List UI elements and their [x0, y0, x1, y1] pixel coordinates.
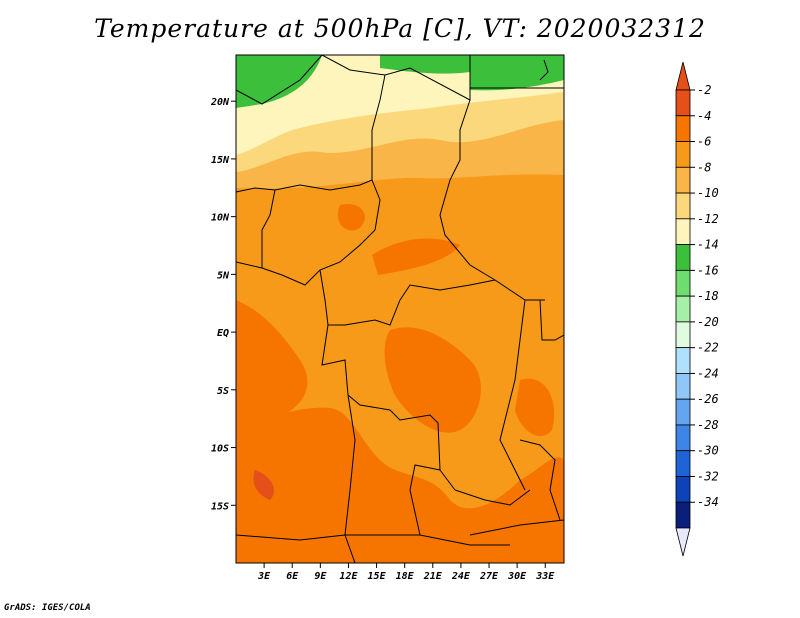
colorbar-label: -22	[697, 341, 719, 355]
colorbar-label: -2	[697, 83, 711, 97]
lat-tick-label: 5S	[217, 386, 229, 397]
colorbar-swatch	[675, 476, 691, 503]
map-title: Temperature at 500hPa [C], VT: 202003231…	[94, 14, 706, 43]
colorbar-label: -30	[697, 444, 719, 458]
lon-tick-label: 12E	[339, 571, 358, 582]
lon-tick-label: 9E	[314, 571, 327, 582]
colorbar-label: -8	[697, 160, 711, 174]
colorbar-swatch	[675, 218, 691, 245]
lon-tick-label: 15E	[368, 571, 387, 582]
lon-tick-label: 3E	[257, 571, 271, 582]
lat-tick-label: 15S	[211, 501, 229, 512]
colorbar-bottom-arrow	[675, 527, 691, 557]
colorbar-swatch	[675, 398, 691, 426]
colorbar-label: -34	[697, 495, 719, 509]
lat-tick-label: 15N	[211, 155, 230, 166]
lat-tick-label: 20N	[210, 97, 230, 108]
lon-tick-label: 30E	[507, 571, 527, 582]
colorbar-label: -24	[697, 366, 719, 380]
colorbar-top-arrow	[675, 61, 691, 91]
lon-tick-label: 24E	[451, 571, 471, 582]
colorbar-label: -10	[697, 186, 719, 200]
lon-tick-label: 21E	[423, 571, 443, 582]
colorbar-swatch	[675, 347, 691, 374]
axis-ticks: 20N 15N 10N 5N EQ 5S 10S 15S 3E 6E 9E 12E 15E 18E 21E 2…	[210, 97, 555, 582]
colorbar-label: -20	[697, 315, 719, 329]
colorbar-label: -18	[697, 289, 719, 303]
contour-band-minus-14	[236, 55, 322, 108]
colorbar-swatch	[675, 192, 691, 220]
colorbar-swatch	[675, 321, 691, 349]
map-frame	[235, 54, 565, 564]
colorbar-swatch	[675, 450, 691, 477]
lat-tick-label: 10S	[211, 444, 229, 455]
colorbar-label: -28	[697, 418, 719, 432]
colorbar-swatch	[675, 501, 691, 529]
colorbar-label: -14	[697, 238, 719, 252]
colorbar-swatch	[675, 295, 691, 323]
colorbar-label: -4	[697, 109, 711, 123]
colorbar-label: -6	[697, 135, 711, 149]
colorbar-swatch	[675, 373, 691, 400]
lat-tick-label: EQ	[217, 328, 229, 339]
temperature-field	[236, 55, 564, 563]
colorbar-label: -12	[697, 212, 719, 226]
lon-tick-label: 6E	[286, 571, 299, 582]
contour-band-minus-4-south	[236, 407, 564, 563]
colorbar-swatch	[675, 141, 691, 168]
colorbar-swatch	[675, 244, 691, 271]
political-borders	[236, 55, 564, 563]
colorbar-swatch	[675, 166, 691, 194]
lat-tick-label: 5N	[217, 270, 230, 281]
lon-tick-label: 27E	[479, 571, 499, 582]
lon-tick-label: 33E	[535, 571, 555, 582]
colorbar-swatch	[675, 89, 691, 117]
colorbar-swatch	[675, 424, 691, 452]
colorbar-label: -26	[697, 392, 719, 406]
grads-credit: GrADS: IGES/COLA	[4, 603, 91, 613]
colorbar-swatch	[675, 269, 691, 297]
colorbar-label: -16	[697, 263, 719, 277]
lat-tick-label: 10N	[211, 213, 230, 224]
colorbar: -2 -4 -6 -8 -10 -12 -14 -16 -18 -20 -22 -24 -26 -28 -3…	[675, 61, 719, 557]
colorbar-swatch	[675, 115, 691, 142]
colorbar-label: -32	[697, 469, 719, 483]
lon-tick-label: 18E	[396, 571, 415, 582]
